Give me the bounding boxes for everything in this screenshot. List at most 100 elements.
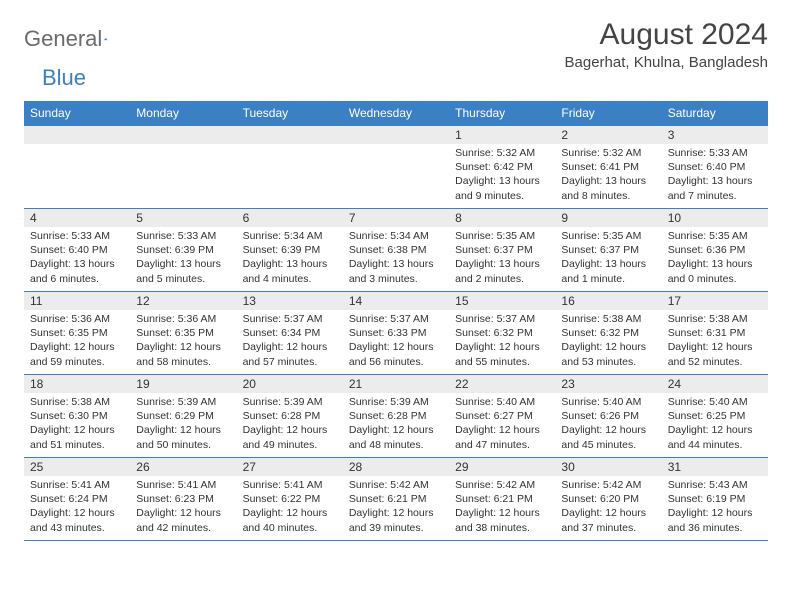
sunrise-text: Sunrise: 5:38 AM <box>30 395 124 409</box>
daylight-text: Daylight: 12 hours and 52 minutes. <box>668 340 762 368</box>
day-cell: 15Sunrise: 5:37 AMSunset: 6:32 PMDayligh… <box>449 292 555 374</box>
day-number: 22 <box>449 375 555 393</box>
sunrise-text: Sunrise: 5:41 AM <box>243 478 337 492</box>
day-cell: 22Sunrise: 5:40 AMSunset: 6:27 PMDayligh… <box>449 375 555 457</box>
day-details <box>343 144 449 150</box>
sunset-text: Sunset: 6:35 PM <box>136 326 230 340</box>
day-details: Sunrise: 5:35 AMSunset: 6:37 PMDaylight:… <box>555 227 661 290</box>
day-details: Sunrise: 5:40 AMSunset: 6:25 PMDaylight:… <box>662 393 768 456</box>
day-details: Sunrise: 5:33 AMSunset: 6:40 PMDaylight:… <box>24 227 130 290</box>
sunset-text: Sunset: 6:23 PM <box>136 492 230 506</box>
day-cell: 9Sunrise: 5:35 AMSunset: 6:37 PMDaylight… <box>555 209 661 291</box>
day-number: 21 <box>343 375 449 393</box>
weeks-container: 1Sunrise: 5:32 AMSunset: 6:42 PMDaylight… <box>24 125 768 541</box>
day-number <box>24 126 130 144</box>
day-header-thursday: Thursday <box>449 101 555 125</box>
day-details: Sunrise: 5:37 AMSunset: 6:34 PMDaylight:… <box>237 310 343 373</box>
sunrise-text: Sunrise: 5:34 AM <box>349 229 443 243</box>
day-number: 30 <box>555 458 661 476</box>
day-cell: 31Sunrise: 5:43 AMSunset: 6:19 PMDayligh… <box>662 458 768 540</box>
week-row: 25Sunrise: 5:41 AMSunset: 6:24 PMDayligh… <box>24 457 768 541</box>
week-row: 11Sunrise: 5:36 AMSunset: 6:35 PMDayligh… <box>24 291 768 374</box>
daylight-text: Daylight: 12 hours and 44 minutes. <box>668 423 762 451</box>
day-cell: 28Sunrise: 5:42 AMSunset: 6:21 PMDayligh… <box>343 458 449 540</box>
day-number: 3 <box>662 126 768 144</box>
sunrise-text: Sunrise: 5:43 AM <box>668 478 762 492</box>
day-details: Sunrise: 5:32 AMSunset: 6:41 PMDaylight:… <box>555 144 661 207</box>
sunset-text: Sunset: 6:22 PM <box>243 492 337 506</box>
sunset-text: Sunset: 6:42 PM <box>455 160 549 174</box>
day-details: Sunrise: 5:34 AMSunset: 6:38 PMDaylight:… <box>343 227 449 290</box>
day-details: Sunrise: 5:39 AMSunset: 6:28 PMDaylight:… <box>237 393 343 456</box>
day-cell <box>130 126 236 208</box>
sunrise-text: Sunrise: 5:38 AM <box>668 312 762 326</box>
day-number: 1 <box>449 126 555 144</box>
sunset-text: Sunset: 6:28 PM <box>349 409 443 423</box>
day-details: Sunrise: 5:39 AMSunset: 6:28 PMDaylight:… <box>343 393 449 456</box>
week-row: 18 Sunrise: 5:38 AMSunset: 6:30 PM Dayligh… <box>24 374 768 457</box>
sunset-text: Sunset: 6:39 PM <box>243 243 337 257</box>
sunrise-text: Sunrise: 5:32 AM <box>561 146 655 160</box>
sunrise-text: Sunrise: 5:34 AM <box>243 229 337 243</box>
day-cell <box>237 126 343 208</box>
day-details: Sunrise: 5:38 AMSunset: 6:31 PMDaylight:… <box>662 310 768 373</box>
sunrise-text: Sunrise: 5:39 AM <box>136 395 230 409</box>
sunset-text: Sunset: 6:37 PM <box>455 243 549 257</box>
day-cell: 12Sunrise: 5:36 AMSunset: 6:35 PMDayligh… <box>130 292 236 374</box>
daylight-text: Daylight: 12 hours and 37 minutes. <box>561 506 655 534</box>
day-cell: 24Sunrise: 5:40 AMSunset: 6:25 PMDayligh… <box>662 375 768 457</box>
day-cell: 13Sunrise: 5:37 AMSunset: 6:34 PMDayligh… <box>237 292 343 374</box>
sunset-text: Sunset: 6:35 PM <box>30 326 124 340</box>
day-number: 15 <box>449 292 555 310</box>
sunset-text: Sunset: 6:19 PM <box>668 492 762 506</box>
day-number: 11 <box>24 292 130 310</box>
sunset-text: Sunset: 6:37 PM <box>561 243 655 257</box>
day-cell: 21Sunrise: 5:39 AMSunset: 6:28 PMDayligh… <box>343 375 449 457</box>
day-details: Sunrise: 5:35 AMSunset: 6:37 PMDaylight:… <box>449 227 555 290</box>
daylight-text: Daylight: 12 hours and 53 minutes. <box>561 340 655 368</box>
day-number: 13 <box>237 292 343 310</box>
day-details: Sunrise: 5:38 AMSunset: 6:32 PMDaylight:… <box>555 310 661 373</box>
day-number: 19 <box>130 375 236 393</box>
day-cell: 18Sunrise: 5:38 AMSunset: 6:30 PMDayligh… <box>24 375 130 457</box>
daylight-text: Daylight: 13 hours and 3 minutes. <box>349 257 443 285</box>
daylight-text: Daylight: 13 hours and 5 minutes. <box>136 257 230 285</box>
sunset-text: Sunset: 6:36 PM <box>668 243 762 257</box>
day-details: Sunrise: 5:33 AMSunset: 6:39 PMDaylight:… <box>130 227 236 290</box>
logo: General <box>24 18 126 52</box>
day-number: 18 <box>24 375 130 393</box>
day-cell: 25Sunrise: 5:41 AMSunset: 6:24 PMDayligh… <box>24 458 130 540</box>
sunset-text: Sunset: 6:29 PM <box>136 409 230 423</box>
day-cell: 7Sunrise: 5:34 AMSunset: 6:38 PMDaylight… <box>343 209 449 291</box>
day-cell: 5Sunrise: 5:33 AMSunset: 6:39 PMDaylight… <box>130 209 236 291</box>
sunset-text: Sunset: 6:32 PM <box>561 326 655 340</box>
day-number: 25 <box>24 458 130 476</box>
day-details: Sunrise: 5:32 AMSunset: 6:42 PMDaylight:… <box>449 144 555 207</box>
sunset-text: Sunset: 6:38 PM <box>349 243 443 257</box>
daylight-text: Daylight: 12 hours and 47 minutes. <box>455 423 549 451</box>
day-details: Sunrise: 5:37 AMSunset: 6:32 PMDaylight:… <box>449 310 555 373</box>
day-cell: 11Sunrise: 5:36 AMSunset: 6:35 PMDayligh… <box>24 292 130 374</box>
day-number: 28 <box>343 458 449 476</box>
week-row: 4Sunrise: 5:33 AMSunset: 6:40 PMDaylight… <box>24 208 768 291</box>
calendar: Sunday Monday Tuesday Wednesday Thursday… <box>24 101 768 541</box>
day-cell: 10Sunrise: 5:35 AMSunset: 6:36 PMDayligh… <box>662 209 768 291</box>
sunset-text: Sunset: 6:30 PM <box>30 409 124 423</box>
day-cell: 3Sunrise: 5:33 AMSunset: 6:40 PMDaylight… <box>662 126 768 208</box>
daylight-text: Daylight: 13 hours and 9 minutes. <box>455 174 549 202</box>
sunset-text: Sunset: 6:34 PM <box>243 326 337 340</box>
day-number <box>237 126 343 144</box>
sunset-text: Sunset: 6:21 PM <box>455 492 549 506</box>
sunrise-text: Sunrise: 5:35 AM <box>668 229 762 243</box>
day-number: 17 <box>662 292 768 310</box>
sunset-text: Sunset: 6:31 PM <box>668 326 762 340</box>
day-details: Sunrise: 5:42 AMSunset: 6:21 PMDaylight:… <box>343 476 449 539</box>
sunrise-text: Sunrise: 5:40 AM <box>455 395 549 409</box>
sunrise-text: Sunrise: 5:36 AM <box>136 312 230 326</box>
day-cell: 20Sunrise: 5:39 AMSunset: 6:28 PMDayligh… <box>237 375 343 457</box>
day-cell: 19Sunrise: 5:39 AMSunset: 6:29 PMDayligh… <box>130 375 236 457</box>
day-details: Sunrise: 5:42 AMSunset: 6:20 PMDaylight:… <box>555 476 661 539</box>
day-details: Sunrise: 5:35 AMSunset: 6:36 PMDaylight:… <box>662 227 768 290</box>
day-number: 12 <box>130 292 236 310</box>
day-number: 5 <box>130 209 236 227</box>
